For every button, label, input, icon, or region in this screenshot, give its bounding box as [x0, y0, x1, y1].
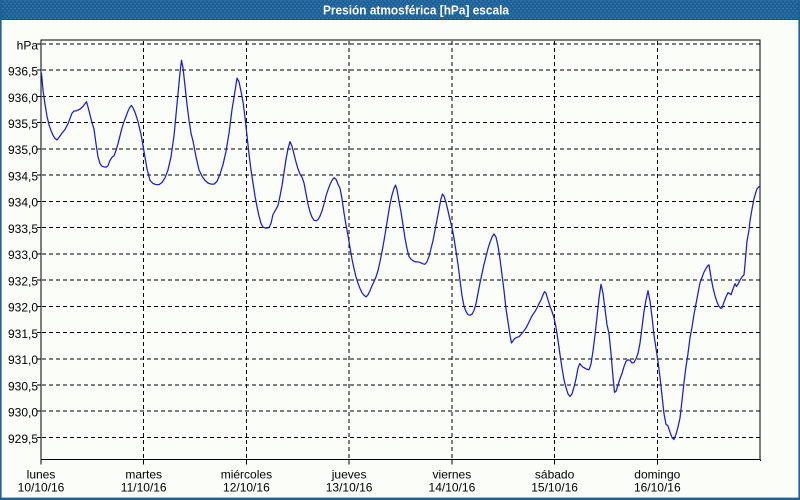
svg-text:hPa: hPa	[17, 38, 39, 52]
svg-text:15/10/16: 15/10/16	[531, 481, 578, 495]
svg-text:sábado: sábado	[535, 468, 575, 482]
svg-text:931,5: 931,5	[8, 327, 38, 341]
svg-text:930,5: 930,5	[8, 379, 38, 393]
svg-text:viernes: viernes	[433, 468, 472, 482]
svg-text:10/10/16: 10/10/16	[18, 481, 65, 495]
svg-text:14/10/16: 14/10/16	[429, 481, 476, 495]
svg-text:935,0: 935,0	[8, 143, 38, 157]
svg-text:12/10/16: 12/10/16	[223, 481, 270, 495]
svg-text:martes: martes	[125, 468, 162, 482]
svg-text:929,5: 929,5	[8, 432, 38, 446]
svg-text:933,0: 933,0	[8, 248, 38, 262]
svg-text:jueves: jueves	[331, 468, 367, 482]
svg-text:miércoles: miércoles	[221, 468, 272, 482]
svg-text:932,0: 932,0	[8, 301, 38, 315]
svg-text:13/10/16: 13/10/16	[326, 481, 373, 495]
svg-text:domingo: domingo	[634, 468, 680, 482]
svg-text:lunes: lunes	[27, 468, 56, 482]
svg-text:936,5: 936,5	[8, 65, 38, 79]
svg-text:11/10/16: 11/10/16	[121, 481, 167, 495]
svg-text:936,0: 936,0	[8, 91, 38, 105]
svg-text:Presión atmosférica [hPa] esca: Presión atmosférica [hPa] escala	[323, 3, 510, 18]
svg-text:934,0: 934,0	[8, 196, 38, 210]
svg-text:934,5: 934,5	[8, 170, 38, 184]
svg-text:933,5: 933,5	[8, 222, 38, 236]
svg-text:930,0: 930,0	[8, 406, 38, 420]
svg-text:935,5: 935,5	[8, 117, 38, 131]
svg-text:932,5: 932,5	[8, 274, 38, 288]
svg-text:16/10/16: 16/10/16	[634, 481, 681, 495]
svg-text:931,0: 931,0	[8, 353, 38, 367]
